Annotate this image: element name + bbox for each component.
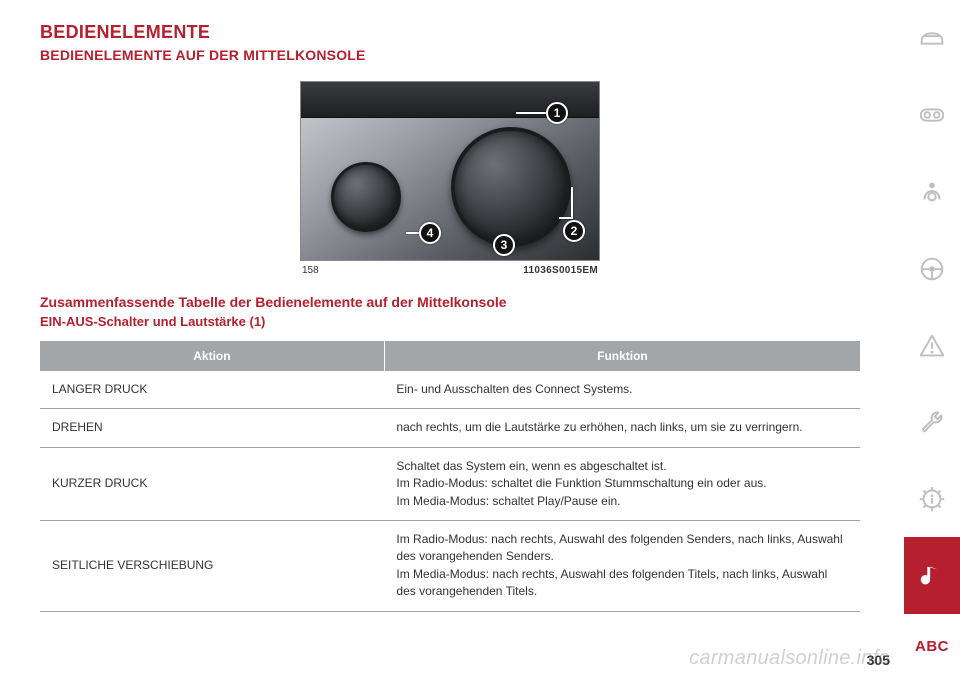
section-heading: Zusammenfassende Tabelle der Bedieneleme…	[40, 294, 860, 310]
content-area: BEDIENELEMENTE BEDIENELEMENTE AUF DER MI…	[40, 22, 860, 612]
figure: 1 2 3 4 158 11036S0015EM	[300, 81, 600, 276]
callout-line	[516, 112, 546, 114]
table-row: SEITLICHE VERSCHIEBUNG Im Radio-Modus: n…	[40, 520, 860, 611]
sidebar-tab-multimedia[interactable]	[904, 537, 960, 614]
abc-label: ABC	[915, 638, 949, 655]
console-photo: 1 2 3 4	[300, 81, 600, 261]
sidebar-tab-maintenance[interactable]	[904, 384, 960, 461]
figure-caption-right: 11036S0015EM	[523, 265, 598, 276]
table-row: LANGER DRUCK Ein- und Ausschalten des Co…	[40, 371, 860, 409]
cell-function: Ein- und Ausschalten des Connect Systems…	[384, 371, 860, 409]
gauges-icon	[917, 100, 947, 130]
cell-action: SEITLICHE VERSCHIEBUNG	[40, 520, 384, 611]
table-row: KURZER DRUCK Schaltet das System ein, we…	[40, 447, 860, 520]
figure-caption-left: 158	[302, 265, 319, 276]
cell-function: Schaltet das System ein, wenn es abgesch…	[384, 447, 860, 520]
page-subtitle: BEDIENELEMENTE AUF DER MITTELKONSOLE	[40, 47, 860, 63]
page-title: BEDIENELEMENTE	[40, 22, 860, 43]
music-note-icon	[917, 561, 947, 591]
callout-2: 2	[563, 220, 585, 242]
figure-wrap: 1 2 3 4 158 11036S0015EM	[40, 81, 860, 276]
sidebar-tab-techdata[interactable]	[904, 461, 960, 538]
steering-wheel-icon	[917, 254, 947, 284]
airbag-icon	[917, 177, 947, 207]
figure-caption: 158 11036S0015EM	[300, 265, 600, 276]
cell-action: KURZER DRUCK	[40, 447, 384, 520]
sidebar-tab-driving[interactable]	[904, 230, 960, 307]
callout-1: 1	[546, 102, 568, 124]
sidebar-tab-warning[interactable]	[904, 307, 960, 384]
th-action: Aktion	[40, 341, 384, 371]
subsection-heading: EIN-AUS-Schalter und Lautstärke (1)	[40, 314, 860, 329]
th-function: Funktion	[384, 341, 860, 371]
cell-function: Im Radio-Modus: nach rechts, Auswahl des…	[384, 520, 860, 611]
sidebar-tab-index[interactable]: ABC	[904, 614, 960, 678]
warning-icon	[917, 331, 947, 361]
car-front-icon	[917, 23, 947, 53]
wrench-icon	[917, 407, 947, 437]
table-row: DREHEN nach rechts, um die Lautstärke zu…	[40, 409, 860, 447]
callout-3: 3	[493, 234, 515, 256]
callout-4: 4	[419, 222, 441, 244]
sidebar-tabs: ABC	[904, 0, 960, 678]
manual-page: BEDIENELEMENTE BEDIENELEMENTE AUF DER MI…	[0, 0, 960, 678]
cell-function: nach rechts, um die Lautstärke zu erhöhe…	[384, 409, 860, 447]
callout-line	[559, 217, 573, 219]
page-number: 305	[867, 652, 890, 668]
rotary-main	[451, 127, 571, 247]
sidebar-tab-vehicle[interactable]	[904, 0, 960, 77]
sidebar-tab-safety[interactable]	[904, 154, 960, 231]
controls-table: Aktion Funktion LANGER DRUCK Ein- und Au…	[40, 341, 860, 612]
watermark: carmanualsonline.info	[689, 647, 890, 670]
info-gear-icon	[917, 484, 947, 514]
rotary-volume	[331, 162, 401, 232]
sidebar-tab-instruments[interactable]	[904, 77, 960, 154]
cell-action: DREHEN	[40, 409, 384, 447]
callout-line	[571, 187, 573, 217]
cell-action: LANGER DRUCK	[40, 371, 384, 409]
